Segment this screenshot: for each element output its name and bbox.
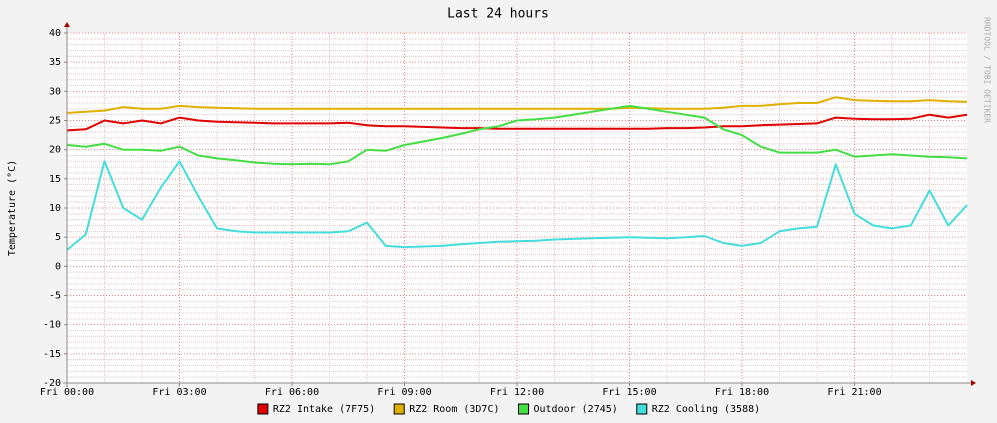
legend-label: Outdoor (2745) [534, 404, 618, 415]
y-tick-label: -20 [43, 378, 61, 389]
x-tick-label: Fri 18:00 [715, 387, 769, 398]
legend-swatch [257, 403, 269, 415]
x-tick-label: Fri 03:00 [152, 387, 206, 398]
x-tick-label: Fri 00:00 [40, 387, 94, 398]
y-axis-label: Temperature (°C) [7, 160, 18, 256]
x-tick-label: Fri 09:00 [377, 387, 431, 398]
legend-swatch [636, 403, 648, 415]
legend-label: RZ2 Room (3D7C) [409, 404, 499, 415]
y-axis-arrow [64, 22, 70, 27]
x-tick-label: Fri 21:00 [827, 387, 881, 398]
x-axis-arrow [971, 380, 976, 386]
series-line [66, 113, 968, 132]
x-tick-label: Fri 12:00 [490, 387, 544, 398]
y-tick-label: -5 [49, 291, 61, 302]
y-tick-label: 0 [55, 261, 61, 272]
legend-label: RZ2 Intake (7F75) [273, 404, 375, 415]
y-tick-label: 35 [49, 57, 61, 68]
y-tick-label: 30 [49, 86, 61, 97]
watermark: RRDTOOL / TOBI OETIKER [983, 17, 992, 123]
y-tick-label: 20 [49, 145, 61, 156]
series-line [66, 160, 968, 251]
legend-swatch [393, 403, 405, 415]
y-tick-label: 10 [49, 203, 61, 214]
legend-label: RZ2 Cooling (3588) [652, 404, 760, 415]
x-tick-label: Fri 06:00 [265, 387, 319, 398]
y-tick-label: 40 [49, 28, 61, 39]
series-line [66, 96, 968, 114]
y-tick-label: 15 [49, 174, 61, 185]
x-tick-label: Fri 15:00 [602, 387, 656, 398]
legend-swatch [518, 403, 529, 415]
chart-title: Last 24 hours [447, 7, 549, 22]
y-tick-label: 25 [49, 116, 61, 127]
y-tick-label: -15 [43, 349, 61, 360]
y-tick-label: -10 [43, 320, 61, 331]
series-line [66, 104, 968, 166]
y-tick-label: 5 [55, 232, 61, 243]
